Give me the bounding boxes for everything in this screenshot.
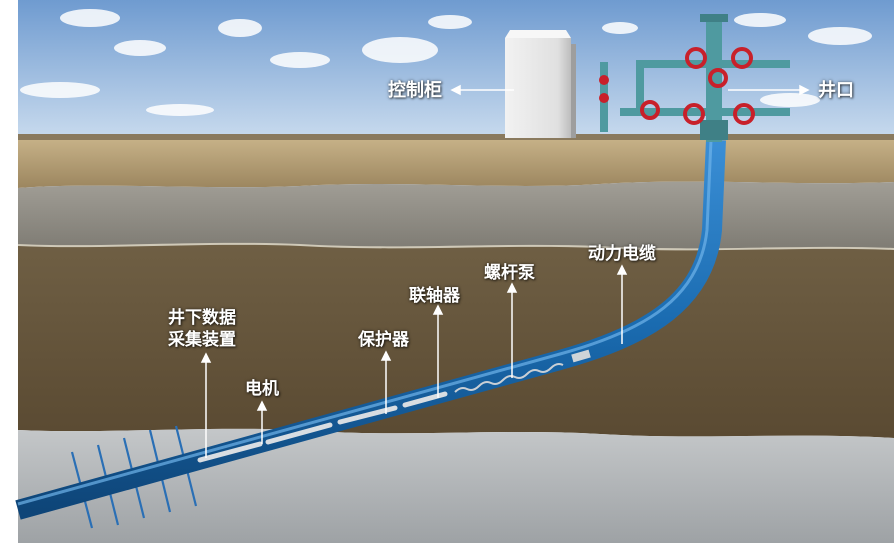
control-cabinet-icon bbox=[505, 30, 576, 138]
surface-soil-layer bbox=[18, 136, 894, 188]
downhole-data-label-line2: 采集装置 bbox=[168, 330, 236, 350]
power-cable-label: 动力电缆 bbox=[588, 244, 656, 264]
separator-icon bbox=[599, 62, 609, 132]
pump-head bbox=[571, 349, 591, 363]
downhole-data-label-line1: 井下数据 bbox=[168, 308, 236, 328]
downhole-data-collector-label: 井下数据 采集装置 bbox=[168, 307, 236, 351]
wellhead-label: 井口 bbox=[818, 80, 854, 101]
control-cabinet-label: 控制柜 bbox=[388, 80, 442, 101]
valve-wheel-icon bbox=[640, 47, 755, 125]
coupling-label: 联轴器 bbox=[409, 286, 460, 306]
wellhead-christmas-tree-icon bbox=[620, 14, 790, 142]
soil-layer bbox=[18, 244, 894, 438]
motor-label: 电机 bbox=[245, 379, 279, 399]
clouds bbox=[20, 9, 872, 116]
screw-pump-label: 螺杆泵 bbox=[484, 263, 535, 283]
protector-label: 保护器 bbox=[358, 330, 409, 350]
ground-line bbox=[18, 134, 894, 140]
well-bore-highlight bbox=[17, 139, 713, 506]
clay-layer bbox=[18, 181, 894, 251]
leader-lines bbox=[200, 84, 810, 458]
rock-layer bbox=[18, 428, 894, 543]
screw-pump-rotor bbox=[454, 363, 564, 393]
